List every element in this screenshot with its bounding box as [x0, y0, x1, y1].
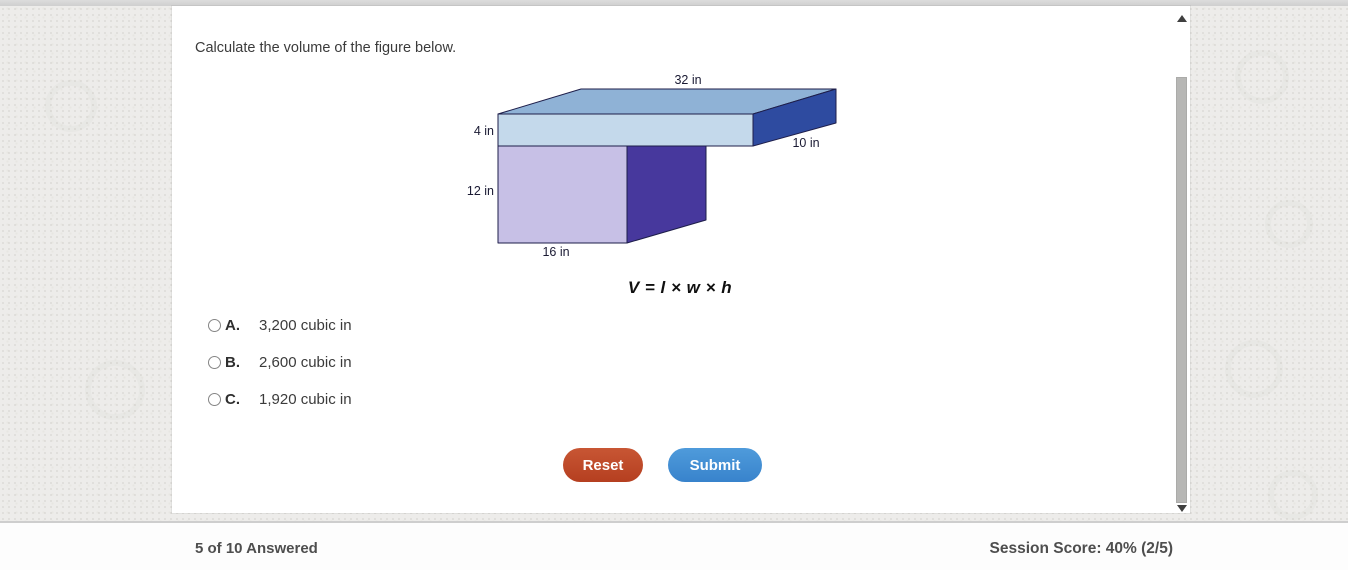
reset-button[interactable]: Reset [563, 448, 643, 482]
option-a-radio[interactable] [208, 318, 221, 332]
background-doodle [1265, 200, 1313, 248]
scrollbar-track[interactable] [1174, 6, 1191, 513]
label-box-height: 12 in [467, 184, 494, 198]
scroll-up-arrow-icon[interactable] [1177, 15, 1187, 22]
scroll-down-arrow-icon[interactable] [1177, 505, 1187, 512]
slab-front-face [497, 113, 754, 147]
background-doodle [85, 360, 145, 420]
option-b-text: 2,600 cubic in [259, 353, 352, 371]
option-b-letter: B. [225, 353, 240, 371]
option-row-a[interactable]: A. 3,200 cubic in [208, 316, 352, 334]
box-front-face [497, 145, 628, 244]
footer-bar: 5 of 10 Answered Session Score: 40% (2/5… [0, 521, 1348, 570]
background-doodle [45, 80, 97, 132]
box-side-face [626, 145, 707, 244]
option-a-text: 3,200 cubic in [259, 316, 352, 334]
top-border-strip [0, 0, 1348, 6]
label-slab-length: 32 in [674, 73, 701, 87]
option-row-c[interactable]: C. 1,920 cubic in [208, 390, 352, 408]
background-doodle [1268, 470, 1318, 520]
background-doodle [1225, 340, 1283, 398]
volume-figure: 32 in 4 in 10 in 12 in 16 in [467, 73, 837, 259]
answered-count: 5 of 10 Answered [195, 540, 318, 557]
volume-formula: V = l × w × h [627, 278, 733, 297]
background-doodle [1235, 50, 1289, 104]
option-b-radio[interactable] [208, 355, 221, 369]
option-a-letter: A. [225, 316, 240, 334]
label-box-width: 16 in [542, 245, 569, 259]
option-c-text: 1,920 cubic in [259, 390, 352, 408]
session-score: Session Score: 40% (2/5) [989, 540, 1174, 557]
question-text: Calculate the volume of the figure below… [195, 40, 457, 56]
submit-button[interactable]: Submit [668, 448, 762, 482]
option-c-letter: C. [225, 390, 240, 408]
scrollbar-thumb[interactable] [1176, 77, 1187, 503]
option-c-radio[interactable] [208, 392, 221, 406]
label-slab-height: 4 in [474, 124, 494, 138]
label-slab-depth: 10 in [792, 136, 819, 150]
option-row-b[interactable]: B. 2,600 cubic in [208, 353, 352, 371]
